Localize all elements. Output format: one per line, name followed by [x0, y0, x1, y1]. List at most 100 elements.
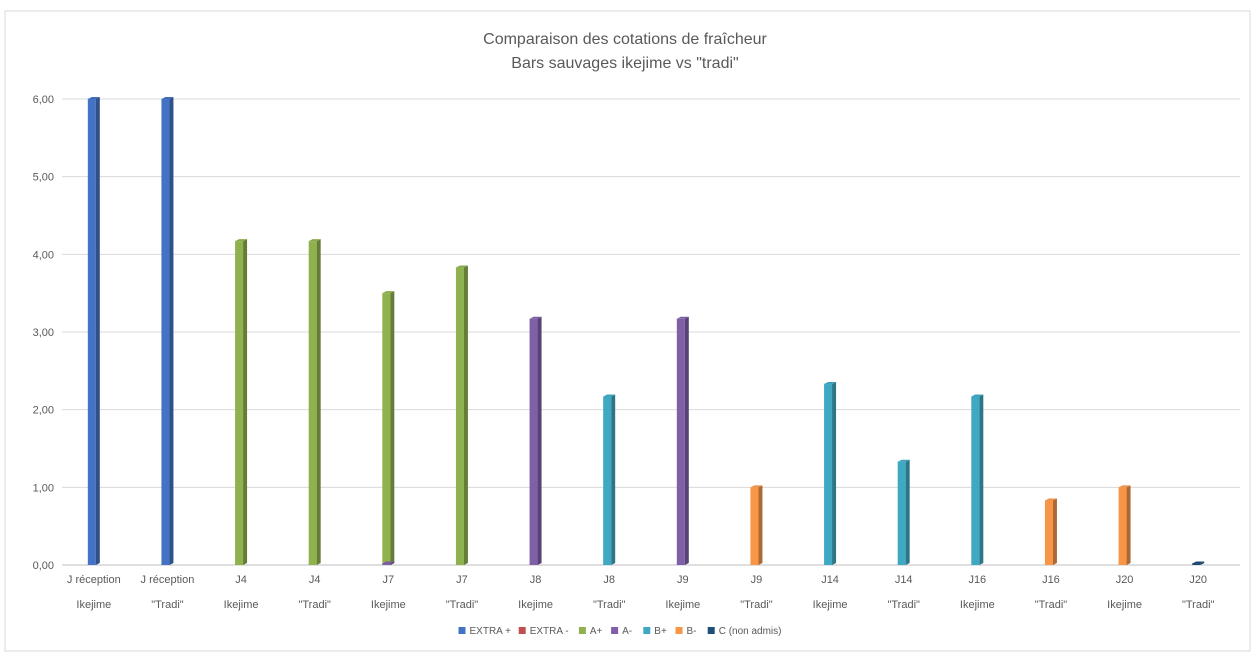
- bars: [87, 97, 1205, 565]
- bar-top: [1192, 561, 1205, 564]
- bar-top: [971, 394, 984, 397]
- legend-swatch: [675, 627, 683, 634]
- bar-side: [1052, 498, 1057, 565]
- bar-face: [1118, 487, 1127, 565]
- bar: [382, 561, 395, 565]
- bar: [897, 459, 910, 565]
- bar: [87, 97, 100, 565]
- x-category-day-label: J16: [1042, 574, 1060, 586]
- legend-label: A+: [590, 626, 603, 637]
- bar-side: [463, 265, 468, 565]
- y-tick-label: 3,00: [33, 327, 54, 339]
- y-axis-ticks: 0,00 1,00 2,00 3,00 4,00 5,00 6,00: [33, 94, 54, 572]
- bar-face: [87, 99, 96, 565]
- bar: [1044, 498, 1057, 565]
- bar-face: [1192, 563, 1201, 565]
- x-category-method-label: Ikejime: [1107, 599, 1142, 611]
- bar-face: [382, 563, 391, 565]
- legend-label: A-: [622, 626, 632, 637]
- bar-top: [603, 394, 616, 397]
- bar-face: [750, 487, 759, 565]
- bar-side: [95, 97, 100, 565]
- chart-subtitle: Bars sauvages ikejime vs "tradi": [511, 55, 738, 72]
- x-category-method-label: "Tradi": [446, 599, 479, 611]
- legend-swatch: [611, 627, 619, 634]
- x-category-day-label: J14: [895, 574, 913, 586]
- x-category-method-label: Ikejime: [76, 599, 111, 611]
- x-category-method-label: Ikejime: [665, 599, 700, 611]
- chart-title: Comparaison des cotations de fraîcheur: [483, 31, 767, 48]
- bar-side: [905, 459, 910, 565]
- x-category-method-label: "Tradi": [298, 599, 331, 611]
- bar-face: [455, 267, 464, 565]
- legend-swatch: [643, 627, 651, 634]
- legend-item: EXTRA +: [458, 626, 511, 637]
- bar-top: [1044, 498, 1057, 501]
- bar: [750, 485, 763, 565]
- bar-side: [537, 316, 542, 565]
- x-category-day-label: J8: [603, 574, 615, 586]
- bar-top: [382, 561, 395, 564]
- x-category-day-label: J16: [968, 574, 986, 586]
- x-category-method-label: "Tradi": [151, 599, 184, 611]
- x-category-day-label: J7: [383, 574, 395, 586]
- x-category-day-label: J20: [1116, 574, 1134, 586]
- bar: [382, 291, 395, 565]
- bar: [824, 382, 837, 565]
- legend-swatch: [518, 627, 526, 634]
- legend-item: B+: [643, 626, 667, 637]
- x-category-method-label: "Tradi": [593, 599, 626, 611]
- x-category-day-label: J réception: [67, 574, 121, 586]
- x-category-method-label: "Tradi": [1035, 599, 1068, 611]
- legend-item: EXTRA -: [518, 626, 569, 637]
- x-category-day-label: J9: [751, 574, 763, 586]
- bar-side: [684, 316, 689, 565]
- bar-top: [308, 239, 321, 242]
- x-category-day-label: J20: [1189, 574, 1207, 586]
- bar: [235, 239, 248, 565]
- bar-face: [161, 99, 170, 565]
- legend-label: B-: [687, 626, 697, 637]
- legend-label: B+: [654, 626, 667, 637]
- bar-top: [676, 316, 689, 319]
- x-category-method-label: Ikejime: [224, 599, 259, 611]
- bar-side: [316, 239, 321, 565]
- x-category-day-label: J réception: [141, 574, 195, 586]
- bar-top: [382, 291, 395, 294]
- bar-face: [971, 396, 980, 565]
- legend-item: A+: [578, 626, 603, 637]
- y-tick-label: 2,00: [33, 405, 54, 417]
- bar-side: [1126, 485, 1131, 565]
- bar-face: [824, 384, 833, 565]
- x-category-method-label: Ikejime: [518, 599, 553, 611]
- bar-top: [235, 239, 248, 242]
- bar-face: [676, 318, 685, 565]
- y-tick-label: 0,00: [33, 560, 54, 572]
- legend-item: B-: [675, 626, 697, 637]
- bar-face: [308, 241, 317, 565]
- bar: [455, 265, 468, 565]
- legend-label: C (non admis): [719, 626, 782, 637]
- bar-side: [243, 239, 248, 565]
- bar: [676, 316, 689, 565]
- x-category-method-label: "Tradi": [887, 599, 920, 611]
- x-category-day-label: J9: [677, 574, 689, 586]
- x-category-method-label: Ikejime: [371, 599, 406, 611]
- bar: [1192, 561, 1205, 565]
- y-tick-label: 1,00: [33, 482, 54, 494]
- x-category-day-label: J4: [309, 574, 321, 586]
- bar-side: [390, 561, 395, 565]
- legend-swatch: [707, 627, 715, 634]
- x-category-method-label: Ikejime: [813, 599, 848, 611]
- x-category-day-label: J4: [235, 574, 247, 586]
- legend-item: A-: [611, 626, 632, 637]
- bar: [308, 239, 321, 565]
- x-category-method-label: "Tradi": [1182, 599, 1215, 611]
- bar: [161, 97, 174, 565]
- legend-swatch: [458, 627, 466, 634]
- y-tick-label: 4,00: [33, 249, 54, 261]
- bar-top: [897, 459, 910, 462]
- bar-face: [897, 461, 906, 565]
- legend-swatch: [578, 627, 586, 634]
- bar-side: [611, 394, 616, 565]
